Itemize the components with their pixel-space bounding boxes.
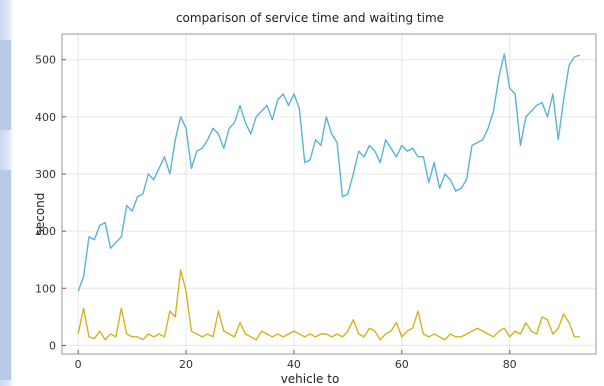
series-lines [77, 53, 581, 341]
x-tick-label: 60 [395, 358, 409, 371]
x-axis-label: vehicle to [281, 372, 340, 386]
chart-title: comparison of service time and waiting t… [176, 11, 444, 25]
x-tick-label: 0 [75, 358, 82, 371]
y-tick-label: 100 [35, 282, 56, 295]
left-edge-strip [0, 0, 14, 386]
y-tick-label: 400 [35, 111, 56, 124]
y-axis-label: second [33, 193, 47, 236]
y-tick-label: 300 [35, 168, 56, 181]
series-line-1 [77, 53, 581, 292]
tick-labels: 0 20 40 60 80 0 100 200 300 400 500 [35, 54, 517, 371]
y-tick-label: 0 [49, 339, 56, 352]
y-tick-label: 200 [35, 225, 56, 238]
x-tick-label: 40 [287, 358, 301, 371]
x-tick-label: 20 [179, 358, 193, 371]
plot-frame [61, 33, 597, 355]
grid [62, 34, 596, 354]
y-tick-label: 500 [35, 54, 56, 67]
x-tick-label: 80 [503, 358, 517, 371]
series-line-2 [77, 269, 580, 341]
